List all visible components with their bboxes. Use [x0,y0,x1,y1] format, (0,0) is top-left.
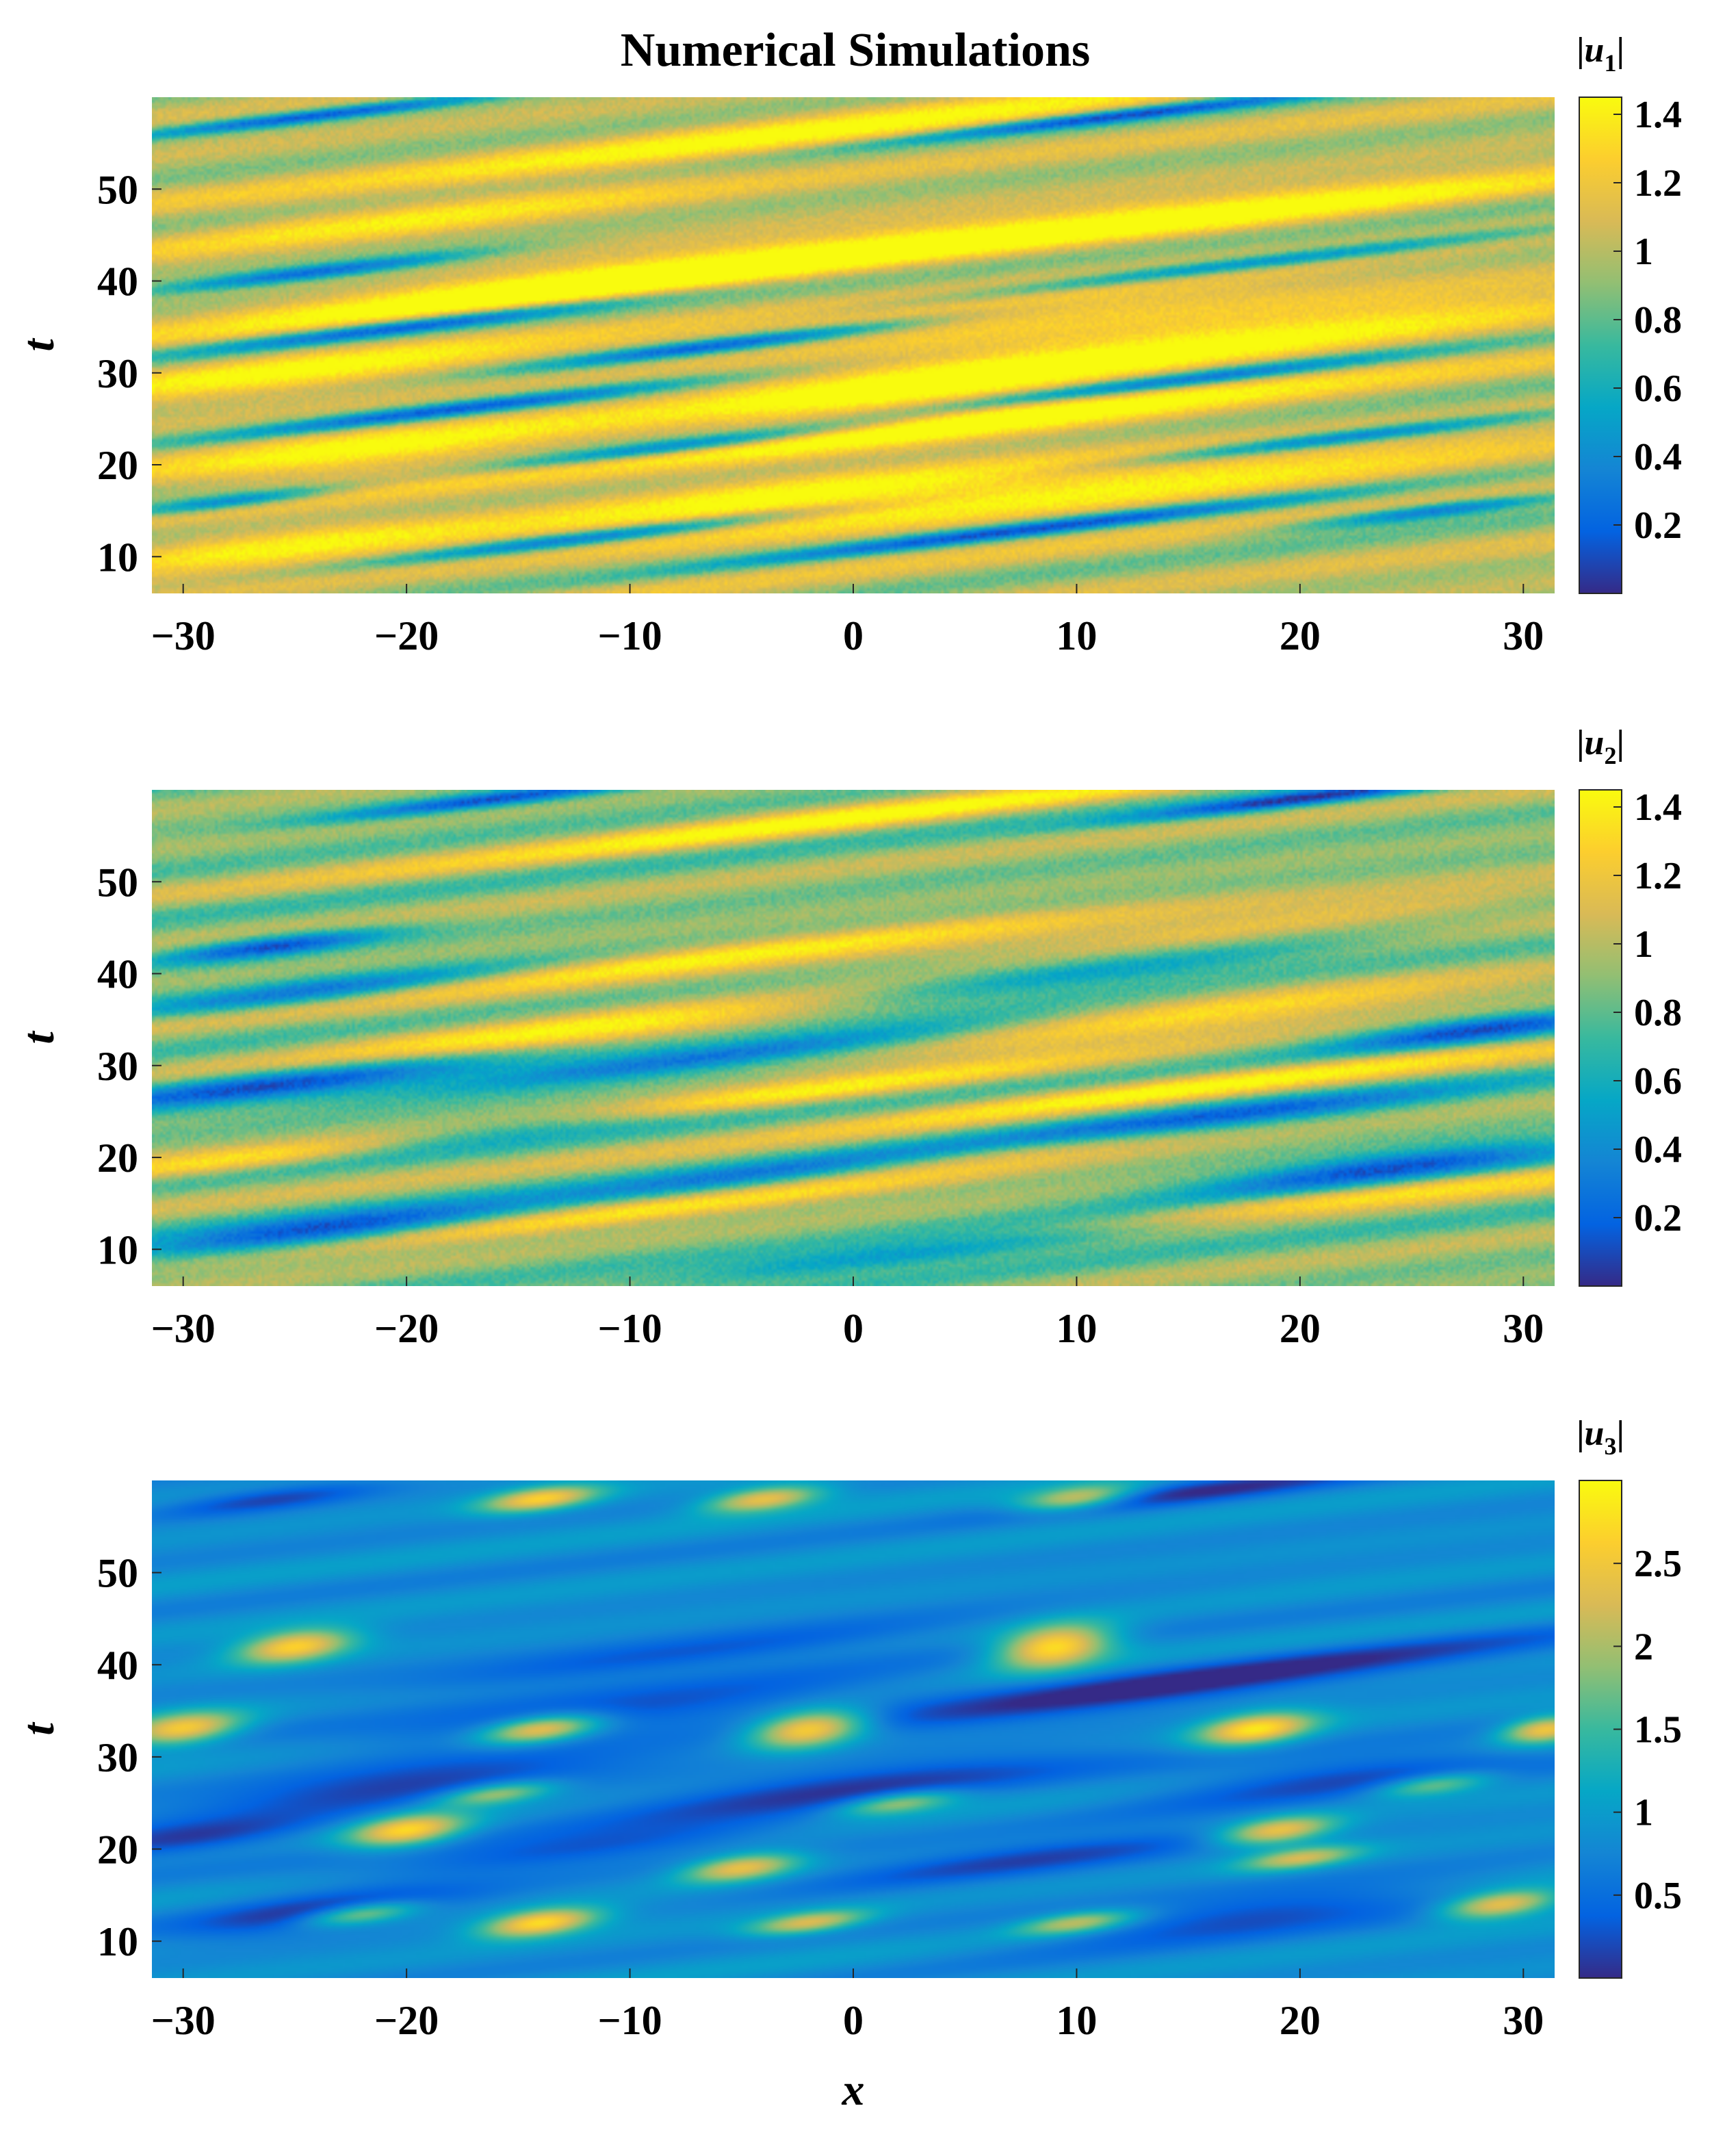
x-tick-label: 20 [1280,1998,1321,2043]
y-tick-label: 40 [97,1643,138,1688]
colorbar-tick-label: 0.4 [1634,436,1682,478]
colorbar-label: |u3| [1577,1414,1624,1460]
colorbar-tick-label: 2 [1634,1626,1653,1668]
x-tick-label: −10 [597,1306,662,1351]
x-tick-label: 0 [843,1998,864,2043]
colorbar-tick-label: 1 [1634,1792,1653,1834]
heatmap-2 [152,790,1555,1286]
x-tick-label: −10 [597,613,662,658]
x-axis-label: x [842,2065,865,2115]
y-tick-label: 30 [97,351,138,396]
x-tick-label: 30 [1503,1306,1544,1351]
y-axis-label: t [14,338,64,352]
colorbar-tick-label: 0.6 [1634,1060,1682,1103]
x-tick-label: −30 [151,613,216,658]
x-tick-label: −20 [374,1306,439,1351]
x-tick-label: −10 [597,1998,662,2043]
y-tick-label: 30 [97,1044,138,1089]
y-tick-label: 40 [97,952,138,997]
y-tick-label: 50 [97,1551,138,1596]
y-axis-label: t [14,1031,64,1044]
colorbar-tick-label: 1.2 [1634,855,1682,897]
heatmap-1 [152,97,1555,593]
colorbar-tick-label: 1 [1634,923,1653,966]
y-axis-label: t [14,1722,64,1736]
colorbar-tick-label: 0.6 [1634,368,1682,410]
x-tick-label: 10 [1056,613,1097,658]
y-tick-label: 40 [97,259,138,305]
y-tick-label: 10 [97,535,138,580]
y-tick-label: 20 [97,1827,138,1873]
x-tick-label: 10 [1056,1998,1097,2043]
colorbar-tick-label: 1.2 [1634,162,1682,205]
colorbar-tick-label: 2.5 [1634,1543,1682,1585]
x-tick-label: −20 [374,1998,439,2043]
y-tick-label: 10 [97,1919,138,1964]
y-tick-label: 30 [97,1735,138,1780]
colorbar-tick-label: 1 [1634,231,1653,273]
y-tick-label: 20 [97,443,138,488]
y-tick-label: 50 [97,167,138,212]
figure-title: Numerical Simulations [621,24,1090,77]
x-tick-label: 0 [843,1306,864,1351]
x-tick-label: −30 [151,1998,216,2043]
x-tick-label: 20 [1280,613,1321,658]
x-tick-label: 20 [1280,1306,1321,1351]
colorbar-tick-label: 0.2 [1634,1197,1682,1240]
colorbar-2 [1579,789,1622,1287]
y-tick-label: 20 [97,1135,138,1181]
colorbar-tick-label: 1.5 [1634,1709,1682,1751]
colorbar-tick-label: 1.4 [1634,786,1682,829]
colorbar-tick-label: 0.4 [1634,1129,1682,1171]
x-tick-label: 30 [1503,1998,1544,2043]
x-tick-label: 10 [1056,1306,1097,1351]
colorbar-tick-label: 1.4 [1634,94,1682,136]
colorbar-tick-label: 0.8 [1634,992,1682,1034]
colorbar-label: |u1| [1577,31,1624,77]
colorbar-1 [1579,97,1622,594]
x-tick-label: 30 [1503,613,1544,658]
x-tick-label: −30 [151,1306,216,1351]
colorbar-tick-label: 0.2 [1634,504,1682,547]
heatmap-3 [152,1480,1555,1978]
colorbar-tick-label: 0.5 [1634,1875,1682,1917]
x-tick-label: 0 [843,613,864,658]
y-tick-label: 10 [97,1227,138,1272]
y-tick-label: 50 [97,860,138,905]
x-tick-label: −20 [374,613,439,658]
colorbar-tick-label: 0.8 [1634,299,1682,342]
colorbar-label: |u2| [1577,723,1624,769]
